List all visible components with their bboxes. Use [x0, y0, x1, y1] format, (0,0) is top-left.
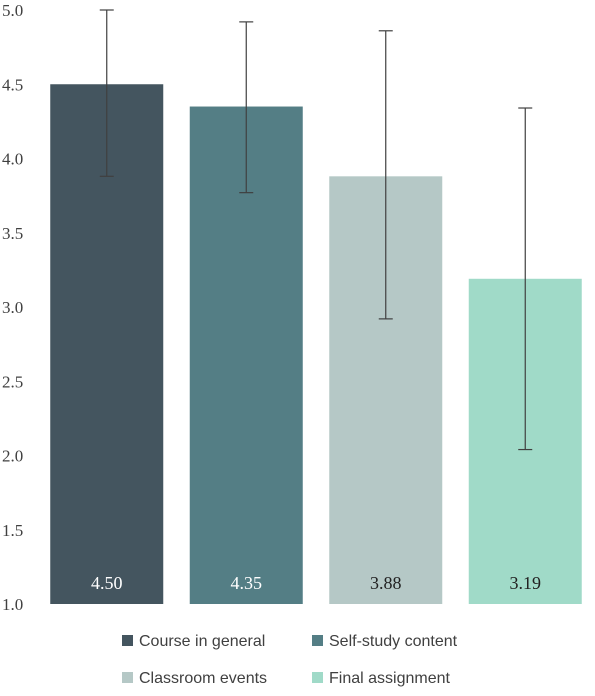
legend: Course in general Self-study content Class… — [122, 633, 458, 687]
legend-label: Course in general — [139, 633, 265, 650]
y-tick-label: 1.0 — [2, 595, 23, 614]
bars — [50, 84, 582, 605]
y-tick-label: 1.5 — [2, 521, 23, 540]
y-tick-label: 2.5 — [2, 372, 23, 391]
y-tick-label: 5.0 — [2, 1, 23, 20]
legend-swatch — [122, 635, 133, 646]
legend-label: Self-study content — [329, 633, 458, 650]
y-tick-label: 2.0 — [2, 447, 23, 466]
error-bars — [99, 9, 533, 451]
y-tick-label: 4.0 — [2, 150, 23, 169]
data-label: 4.35 — [231, 573, 263, 593]
y-tick-label: 3.0 — [2, 298, 23, 317]
legend-swatch — [122, 672, 133, 683]
legend-label: Final assignment — [329, 670, 451, 687]
data-label: 3.88 — [370, 573, 402, 593]
data-labels: 4.50 4.35 3.88 3.19 — [91, 573, 541, 593]
legend-swatch — [312, 672, 323, 683]
legend-swatch — [312, 635, 323, 646]
legend-label: Classroom events — [139, 670, 267, 687]
data-label: 3.19 — [510, 573, 542, 593]
y-axis: 1.0 1.5 2.0 2.5 3.0 3.5 4.0 4.5 5.0 — [2, 1, 23, 614]
data-label: 4.50 — [91, 573, 123, 593]
y-tick-label: 3.5 — [2, 224, 23, 243]
y-tick-label: 4.5 — [2, 75, 23, 94]
